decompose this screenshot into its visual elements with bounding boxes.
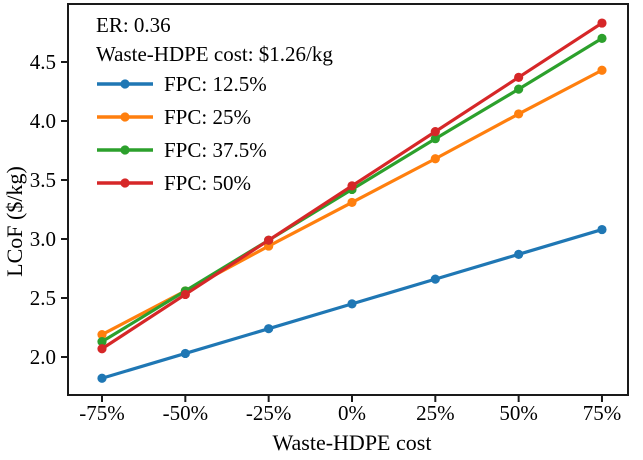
plot-border	[67, 3, 629, 396]
data-point	[264, 235, 274, 245]
data-point	[347, 299, 357, 309]
y-tick-label: 4.5	[30, 50, 56, 74]
y-axis-label: LCoF ($/kg)	[2, 166, 27, 277]
data-point	[514, 109, 524, 119]
x-axis-label: Waste-HDPE cost	[273, 430, 432, 455]
x-tick-label: -25%	[246, 401, 292, 425]
data-point	[597, 33, 607, 44]
y-tick-label: 4.0	[30, 109, 56, 133]
y-tick-label: 2.0	[30, 345, 56, 369]
data-point	[180, 348, 190, 359]
legend-marker	[120, 178, 130, 188]
data-point	[264, 324, 274, 334]
data-point	[430, 134, 440, 144]
legend-label: FPC: 25%	[164, 105, 251, 129]
legend-label: FPC: 50%	[164, 171, 251, 195]
legend-label: FPC: 12.5%	[164, 72, 267, 96]
x-tick-label: -50%	[163, 401, 209, 425]
x-tick-label: -75%	[79, 401, 125, 425]
data-point	[597, 18, 607, 28]
legend-marker	[120, 112, 130, 122]
data-point	[430, 154, 440, 164]
x-tick-label: 25%	[416, 401, 455, 425]
data-point	[597, 65, 607, 75]
y-tick-label: 3.5	[30, 168, 56, 192]
legend-marker	[120, 79, 130, 89]
data-point	[97, 329, 107, 340]
data-point	[514, 84, 524, 94]
data-point	[97, 337, 107, 347]
annotation-text: Waste-HDPE cost: $1.26/kg	[96, 42, 333, 66]
data-point	[514, 249, 524, 259]
x-tick-label: 50%	[499, 401, 538, 425]
data-point	[514, 72, 524, 82]
data-point	[97, 344, 107, 354]
legend-marker	[120, 145, 130, 155]
data-point	[430, 127, 440, 137]
data-point	[430, 274, 440, 284]
data-point	[97, 373, 107, 383]
data-point	[180, 289, 190, 300]
data-point	[347, 181, 357, 191]
data-point	[597, 224, 607, 235]
x-tick-label: 75%	[583, 401, 622, 425]
data-point	[347, 197, 357, 208]
annotation-text: ER: 0.36	[96, 13, 171, 37]
legend-label: FPC: 37.5%	[164, 138, 267, 162]
y-tick-label: 3.0	[30, 227, 56, 251]
y-tick-label: 2.5	[30, 286, 56, 310]
x-tick-label: 0%	[338, 401, 366, 425]
